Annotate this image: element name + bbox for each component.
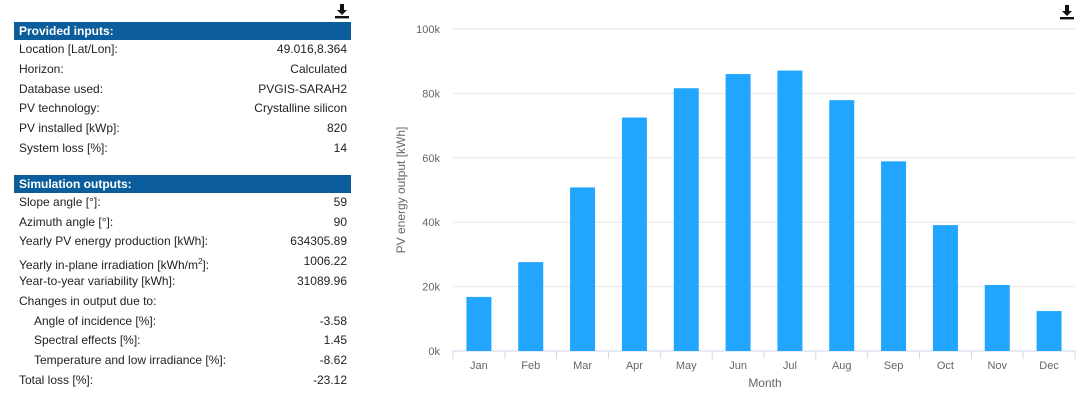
row-label: Changes in output due to: [19,293,157,308]
input-row: PV technology: Crystalline silicon [14,99,351,119]
y-tick-label: 40k [422,217,440,229]
row-label: Temperature and low irradiance [%]: [34,353,227,368]
x-tick-label: Jul [783,360,797,372]
bar-jan[interactable] [466,296,492,351]
x-tick-label: Aug [832,360,852,372]
input-row: Location [Lat/Lon]: 49.016,8.364 [14,40,351,60]
row-label: System loss [%]: [19,140,108,155]
chart-download-icon[interactable] [1060,5,1074,20]
input-row: Database used: PVGIS-SARAH2 [14,80,351,100]
row-label: Year-to-year variability [kWh]: [19,273,176,288]
input-row: Horizon: Calculated [14,60,351,80]
row-value: 90 [333,214,347,229]
output-row-irradiation: Yearly in-plane irradiation [kWh/m2]: 10… [14,252,351,272]
row-value: 59 [333,194,347,209]
results-panel: Provided inputs: Location [Lat/Lon]: 49.0… [14,0,351,391]
row-label: Spectral effects [%]: [34,333,141,348]
row-label: Slope angle [°]: [19,194,101,209]
output-row-slope: Slope angle [°]: 59 [14,193,351,213]
bar-dec[interactable] [1036,311,1062,351]
input-row: PV installed [kWp]: 820 [14,119,351,139]
bar-aug[interactable] [829,100,855,351]
simulation-outputs-header: Simulation outputs: [14,174,351,193]
x-tick-label: Dec [1039,360,1059,372]
row-label: Azimuth angle [°]: [19,214,114,229]
provided-inputs-header: Provided inputs: [14,22,351,40]
y-axis-label: PV energy output [kWh] [394,127,408,254]
change-row: Angle of incidence [%]: -3.58 [14,312,351,332]
y-tick-label: 100k [416,24,440,36]
row-label: Database used: [19,81,104,96]
row-label: Yearly PV energy production [kWh]: [19,234,208,249]
row-value: 49.016,8.364 [276,42,347,56]
x-axis-label: Month [748,376,781,390]
y-tick-label: 80k [422,88,440,100]
row-label-end: ]: [202,258,210,273]
row-label: PV installed [kWp]: [19,121,120,136]
bar-oct[interactable] [932,225,958,351]
y-tick-label: 60k [422,153,440,165]
x-tick-label: Sep [884,360,904,372]
y-tick-label: 0k [428,346,440,358]
row-label-sup: 2 [197,257,203,267]
download-icon[interactable] [334,3,350,19]
row-value: 1.45 [323,333,347,348]
x-tick-label: Apr [626,360,643,372]
row-label: PV technology: [19,101,100,116]
x-tick-label: Feb [521,360,540,372]
row-value: 31089.96 [296,273,347,288]
y-tick-label: 20k [422,282,440,294]
bar-feb[interactable] [518,262,544,351]
change-row: Temperature and low irradiance [%]: -8.62 [14,351,351,371]
bar-jun[interactable] [725,74,751,351]
row-label: Angle of incidence [%]: [34,313,157,328]
row-label: Horizon: [19,61,64,76]
input-row: System loss [%]: 14 [14,139,351,159]
bar-jul[interactable] [777,70,803,352]
bar-mar[interactable] [570,187,596,351]
row-value: Crystalline silicon [254,101,347,116]
bar-may[interactable] [673,88,699,352]
x-tick-label: Jan [470,360,488,372]
x-tick-label: Mar [573,360,592,372]
change-row: Spectral effects [%]: 1.45 [14,331,351,351]
row-value: 14 [333,140,347,155]
output-row-total-loss: Total loss [%]: -23.12 [14,371,351,391]
row-value: 820 [326,121,347,136]
output-row-yearly-energy: Yearly PV energy production [kWh]: 63430… [14,232,351,252]
row-value: 634305.89 [290,234,347,249]
row-label-text: Yearly in-plane irradiation [kWh/m [19,258,198,273]
row-value: 1006.22 [303,254,347,269]
output-row-azimuth: Azimuth angle [°]: 90 [14,213,351,233]
row-value: Calculated [290,61,347,76]
row-label: Location [Lat/Lon]: [19,42,118,56]
bar-apr[interactable] [621,117,647,351]
panel-toolbar [14,0,351,22]
row-value: -8.62 [319,353,347,368]
x-tick-label: Nov [987,360,1007,372]
x-tick-label: May [676,360,697,372]
row-label: Yearly in-plane irradiation [kWh/m2]: [19,252,209,272]
bar-nov[interactable] [984,284,1010,351]
row-value: -23.12 [312,372,347,387]
changes-list: Angle of incidence [%]: -3.58 Spectral eff… [14,312,351,371]
x-tick-label: Oct [937,360,954,372]
bar-sep[interactable] [881,161,907,351]
provided-inputs-list: Location [Lat/Lon]: 49.016,8.364 Horizon: C… [14,40,351,159]
row-value: PVGIS-SARAH2 [258,81,347,96]
output-row-variability: Year-to-year variability [kWh]: 31089.96 [14,272,351,292]
row-value: -3.58 [319,313,347,328]
x-tick-label: Jun [729,360,747,372]
row-label: Total loss [%]: [19,372,94,387]
output-row-changes-heading: Changes in output due to: [14,292,351,312]
